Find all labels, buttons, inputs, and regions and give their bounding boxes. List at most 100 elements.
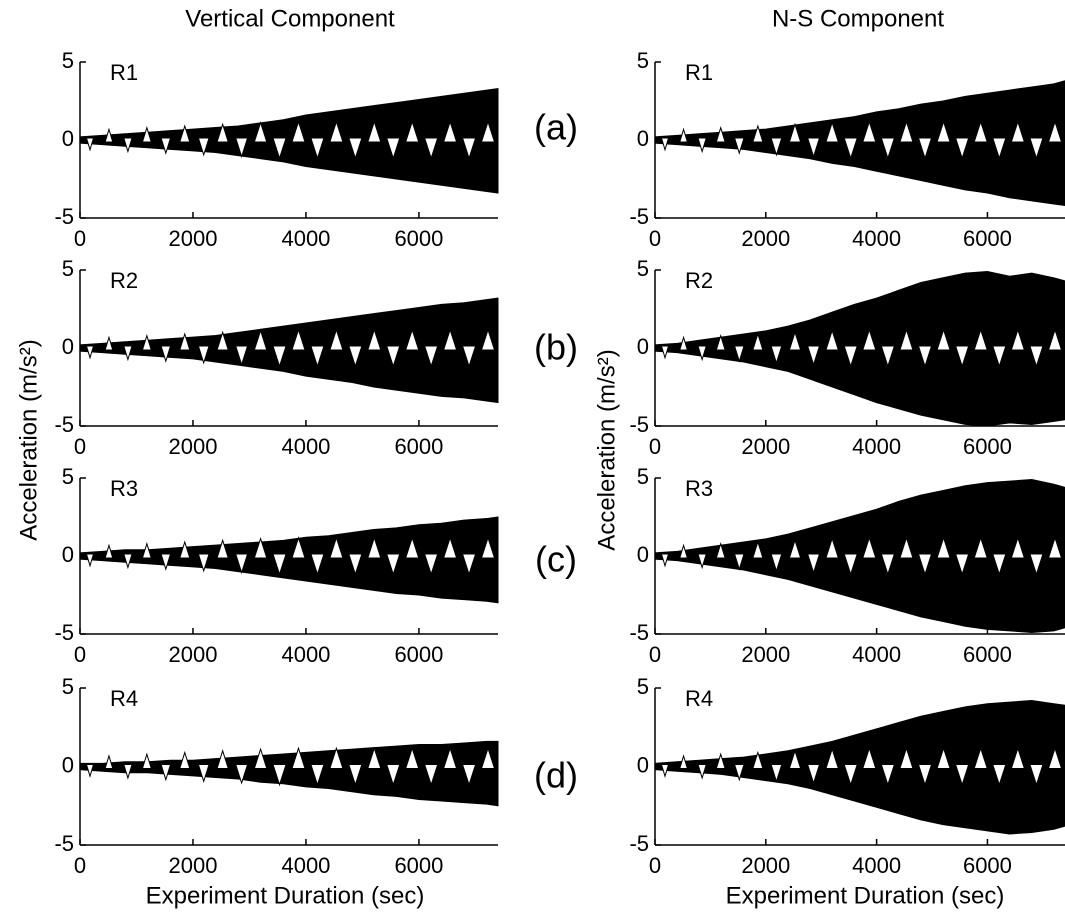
event-arrow — [770, 345, 783, 365]
event-arrow — [715, 125, 726, 143]
event-arrow — [216, 538, 229, 559]
x-tick-label: 0 — [649, 226, 661, 251]
event-arrow — [104, 127, 114, 143]
event-arrow — [85, 553, 95, 568]
event-arrow — [123, 137, 133, 154]
event-arrow — [899, 120, 914, 143]
event-arrow — [992, 764, 1007, 787]
event-arrow — [329, 120, 344, 143]
panel-label: R3 — [110, 476, 138, 501]
event-arrow — [936, 746, 951, 769]
y-tick-label: -5 — [54, 620, 74, 645]
panel-label: R1 — [110, 60, 138, 85]
signal-envelope — [654, 700, 1065, 767]
event-arrow — [160, 553, 172, 571]
y-tick-label: -5 — [629, 204, 649, 229]
event-arrow — [843, 137, 858, 160]
event-arrow — [917, 345, 933, 368]
signal-envelope — [79, 347, 499, 404]
event-arrow — [348, 345, 363, 368]
event-arrow — [752, 332, 764, 351]
event-arrow — [216, 749, 229, 769]
event-arrow — [141, 333, 152, 351]
x-tick-label: 4000 — [281, 434, 330, 459]
event-arrow — [899, 746, 914, 769]
event-arrow — [899, 536, 914, 559]
event-arrow — [1010, 120, 1026, 143]
event-arrow — [825, 121, 840, 143]
event-arrow — [715, 752, 726, 769]
event-arrow — [679, 127, 689, 143]
event-arrow — [461, 764, 477, 787]
panel-label: R3 — [685, 476, 713, 501]
event-arrow — [329, 328, 344, 351]
x-tick-label: 4000 — [281, 226, 330, 251]
event-arrow — [770, 553, 783, 573]
event-arrow — [862, 536, 877, 559]
x-tick-label: 6000 — [394, 226, 443, 251]
y-tick-label: 0 — [637, 752, 649, 777]
event-arrow — [310, 137, 325, 160]
x-tick-label: 2000 — [741, 853, 790, 878]
event-arrow — [235, 553, 249, 575]
event-arrow — [1010, 746, 1026, 769]
event-arrow — [367, 536, 382, 559]
x-tick-label: 6000 — [963, 853, 1012, 878]
event-arrow — [992, 553, 1007, 576]
x-tick-label: 4000 — [852, 226, 901, 251]
event-arrow — [733, 764, 745, 782]
event-arrow — [179, 332, 191, 351]
event-arrow — [733, 137, 745, 155]
event-arrow — [1029, 137, 1044, 160]
row-label: (c) — [535, 539, 577, 580]
x-tick-label: 6000 — [394, 434, 443, 459]
event-arrow — [461, 137, 477, 160]
panel-label: R4 — [110, 686, 138, 711]
x-tick-label: 4000 — [852, 853, 901, 878]
event-arrow — [272, 137, 287, 160]
x-tick-label: 0 — [649, 434, 661, 459]
event-arrow — [973, 536, 988, 559]
signal-envelope — [654, 555, 1065, 633]
event-arrow — [679, 543, 689, 559]
event-arrow — [197, 137, 210, 157]
event-arrow — [697, 764, 707, 780]
event-arrow — [480, 328, 496, 351]
event-arrow — [917, 764, 933, 787]
event-arrow — [1047, 120, 1063, 143]
event-arrow — [442, 120, 458, 143]
event-arrow — [480, 536, 496, 559]
event-arrow — [880, 553, 896, 576]
event-arrow — [480, 120, 496, 143]
signal-envelope — [79, 516, 499, 557]
column-title: N-S Component — [772, 5, 944, 32]
event-arrow — [235, 137, 249, 159]
event-arrow — [899, 328, 914, 351]
row-label: (b) — [534, 327, 578, 368]
x-tick-label: 0 — [74, 853, 86, 878]
event-arrow — [752, 750, 764, 769]
x-axis-label: Experiment Duration (sec) — [726, 882, 1005, 909]
x-tick-label: 4000 — [852, 642, 901, 667]
event-arrow — [291, 536, 306, 559]
event-arrow — [367, 746, 382, 769]
y-tick-label: 0 — [637, 334, 649, 359]
event-arrow — [770, 137, 783, 157]
event-arrow — [348, 137, 363, 160]
y-tick-label: 0 — [62, 752, 74, 777]
event-arrow — [179, 750, 191, 769]
x-tick-label: 2000 — [741, 226, 790, 251]
panel-label: R2 — [685, 268, 713, 293]
x-tick-label: 0 — [649, 853, 661, 878]
event-arrow — [880, 345, 896, 368]
y-tick-label: 5 — [637, 256, 649, 281]
event-arrow — [936, 120, 951, 143]
event-arrow — [1047, 536, 1063, 559]
event-arrow — [253, 329, 268, 351]
event-arrow — [806, 764, 821, 785]
event-arrow — [788, 538, 802, 559]
row-label: (a) — [534, 107, 578, 148]
event-arrow — [973, 328, 988, 351]
event-arrow — [104, 543, 114, 559]
panel-label: R1 — [685, 60, 713, 85]
